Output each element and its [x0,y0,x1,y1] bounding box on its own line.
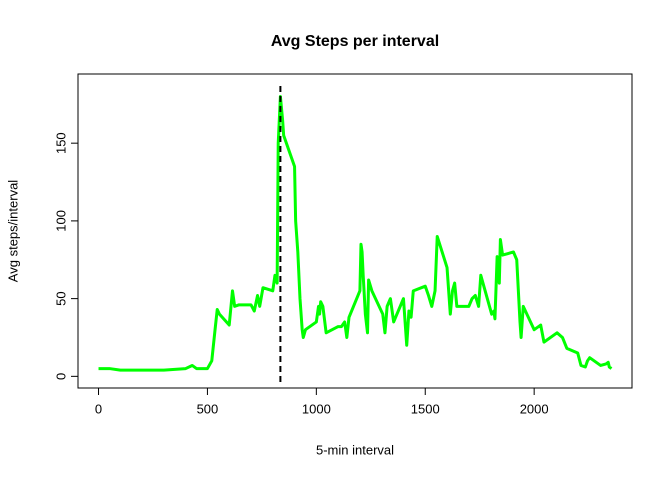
y-tick-label: 100 [53,210,68,232]
x-tick-label: 1500 [411,401,440,416]
x-tick-label: 500 [197,401,219,416]
x-tick-label: 0 [95,401,102,416]
y-tick-label: 150 [53,132,68,154]
chart-title: Avg Steps per interval [271,33,439,50]
y-axis-title: Avg steps/interval [5,180,20,282]
plot-box [77,73,633,389]
y-tick-label: 50 [53,291,68,305]
data-line [98,95,613,372]
x-tick-label: 2000 [520,401,549,416]
x-tick-label: 1000 [302,401,331,416]
x-axis-title: 5-min interval [316,442,394,457]
y-tick-label: 0 [53,373,68,380]
